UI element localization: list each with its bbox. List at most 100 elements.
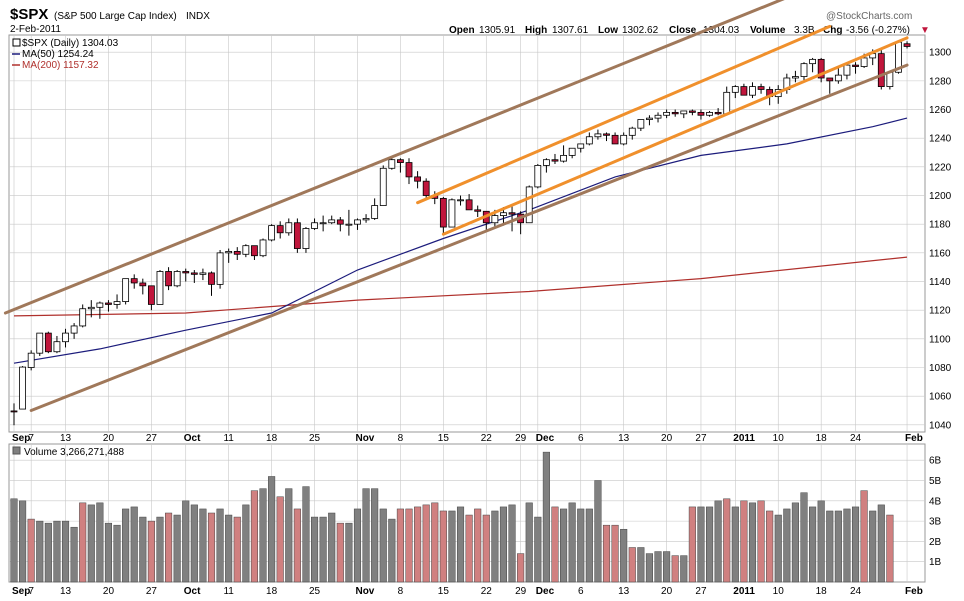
candle-up (500, 212, 507, 216)
volume-bar (79, 502, 87, 583)
price-y-tick-label: 1040 (929, 420, 952, 431)
inner-trend-line (441, 36, 909, 236)
volume-bar (250, 490, 258, 583)
volume-bar (602, 524, 611, 583)
candle-down (336, 219, 344, 225)
candle-down (182, 271, 190, 274)
candle-down (130, 278, 138, 284)
volume-bar (499, 506, 508, 583)
volume-bar (190, 504, 198, 583)
volume-x-tick-label: 24 (850, 586, 862, 597)
price-x-tick-label: 27 (146, 433, 158, 444)
volume-legend-swatch (12, 446, 21, 455)
volume-bar (422, 504, 430, 583)
candle-up (560, 154, 567, 162)
volume-bar (774, 514, 782, 583)
candle-down (276, 225, 284, 234)
high-value: 1307.61 (552, 25, 589, 36)
candle-down (474, 209, 482, 212)
price-x-tick-label: 13 (618, 433, 630, 444)
volume-x-tick-label: Sep (12, 586, 30, 597)
price-x-tick-label: 2011 (733, 433, 755, 444)
ohlc-readout: Open 1305.91 High 1307.61 Low 1302.62 Cl… (449, 25, 930, 36)
volume-bar (654, 551, 662, 583)
volume-y-tick-label: 5B (929, 476, 942, 487)
volume-bar (663, 551, 671, 583)
chart-date: 2-Feb-2011 (10, 24, 61, 35)
candle-down (714, 111, 722, 115)
candle-up (53, 341, 61, 353)
candle-down (671, 111, 679, 115)
close-label: Close (669, 25, 697, 36)
candle-up (285, 222, 293, 234)
volume-bar (44, 522, 52, 583)
volume-bar (534, 516, 542, 583)
price-x-tick-label: 22 (481, 433, 493, 444)
candle-down (147, 285, 155, 305)
volume-bar (886, 514, 894, 583)
volume-bar (345, 522, 353, 583)
candle-down (740, 86, 748, 96)
volume-bar (834, 510, 842, 583)
candle-up (886, 71, 894, 87)
volume-bar (851, 506, 860, 583)
price-y-tick-label: 1100 (929, 334, 951, 345)
volume-bar (139, 516, 147, 583)
volume-bar (525, 502, 533, 583)
candle-up (354, 219, 361, 225)
price-y-tick-label: 1160 (929, 248, 951, 259)
candle-down (603, 133, 610, 136)
candle-down (688, 110, 696, 113)
candle-up (216, 252, 224, 285)
candle-up (122, 278, 130, 302)
candle-down (439, 197, 447, 228)
candle-down (165, 271, 172, 287)
volume-bar (225, 514, 233, 583)
price-y-tick-label: 1300 (929, 48, 952, 59)
price-x-tick-label: 11 (223, 433, 234, 444)
volume-bar (843, 508, 851, 583)
volume-x-tick-label: 10 (773, 586, 785, 597)
candle-down (817, 58, 825, 79)
candle-up (620, 134, 628, 145)
candle-up (637, 119, 645, 129)
volume-y-tick-label: 2B (929, 537, 942, 548)
volume-bar (259, 488, 267, 583)
volume-bar (482, 514, 490, 583)
legend-price: $SPX (Daily) 1304.03 (22, 38, 119, 49)
price-x-tick-label: 18 (816, 433, 828, 444)
volume-x-tick-label: 11 (223, 586, 234, 597)
volume-bar (766, 510, 774, 583)
volume-bar (242, 504, 250, 583)
candle-up (96, 302, 104, 308)
candle-down (397, 159, 404, 163)
candle-down (10, 410, 18, 413)
candle-up (199, 272, 207, 275)
volume-bar (877, 504, 885, 583)
candle-up (800, 63, 808, 77)
volume-bar (748, 502, 757, 583)
volume-bar (551, 506, 559, 583)
volume-bar (61, 520, 70, 583)
price-y-tick-label: 1240 (929, 134, 952, 145)
volume-bar (104, 522, 113, 583)
volume-bar (585, 508, 593, 583)
chg-label: Chg (823, 25, 842, 36)
volume-bar (628, 547, 636, 583)
price-x-tick-label: 20 (661, 433, 673, 444)
candle-down (233, 251, 241, 255)
chart-index-name: (S&P 500 Large Cap Index) (54, 11, 177, 22)
inner-trend-line (416, 24, 832, 205)
candle-up (809, 58, 816, 65)
volume-bar (396, 508, 404, 583)
price-x-tick-label: Dec (536, 433, 555, 444)
volume-bar (860, 490, 868, 583)
outer-trend-line (29, 63, 909, 413)
chart-ticker: $SPX (10, 6, 48, 23)
stockcharts-brand: @StockCharts.com (826, 11, 912, 22)
price-x-tick-label: 25 (309, 433, 321, 444)
candle-up (585, 136, 593, 145)
legend-volume: Volume 3,266,271,488 (24, 447, 125, 458)
volume-bar (671, 555, 679, 583)
volume-bar (156, 516, 164, 583)
